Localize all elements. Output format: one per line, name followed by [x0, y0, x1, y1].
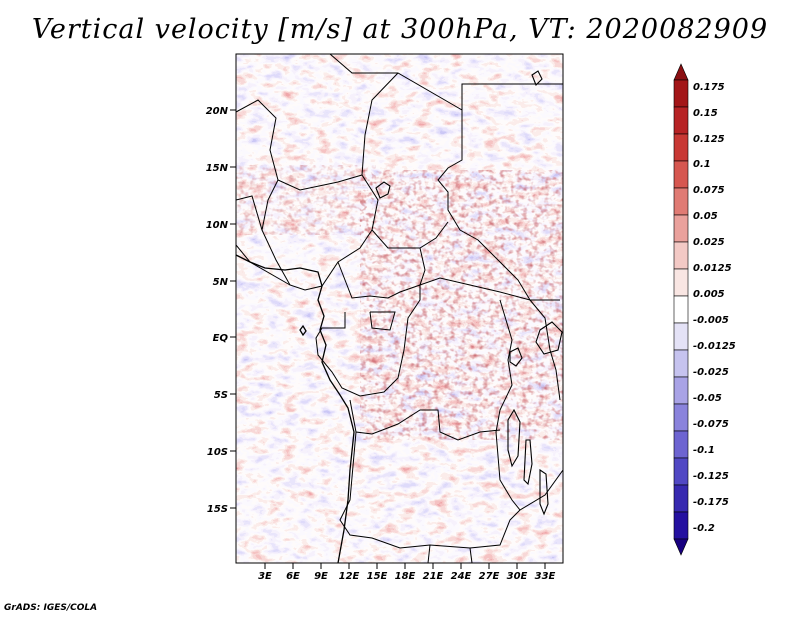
colorbar: 0.175 0.15 0.125 0.1 0.075 0.05 0.025 0.…: [673, 63, 736, 556]
lon-label: 6E: [286, 571, 300, 582]
longitude-axis: 3E 6E 9E 12E 15E 18E 21E 24E 27E 30E 33E: [258, 563, 556, 582]
lat-tick-eq: EQ: [213, 333, 236, 344]
lat-label: 5S: [214, 390, 228, 401]
colorbar-label: -0.2: [693, 523, 715, 534]
colorbar-label: 0.05: [693, 211, 718, 222]
colorbar-label: 0.15: [693, 108, 718, 119]
lat-label: 20N: [206, 106, 229, 117]
lat-tick-10n: 10N: [206, 220, 236, 231]
map-title: Vertical velocity [m/s] at 300hPa, VT: 2…: [31, 14, 769, 45]
colorbar-label: 0.025: [693, 237, 725, 248]
colorbar-swatch: [673, 268, 689, 297]
lon-tick-21e: 21E: [423, 563, 444, 582]
colorbar-label: 0.005: [693, 289, 725, 300]
lakes: [375, 70, 563, 516]
colorbar-label: -0.075: [693, 419, 729, 430]
lon-label: 9E: [314, 571, 328, 582]
colorbar-swatches: [673, 63, 689, 556]
colorbar-swatch: [673, 511, 689, 540]
colorbar-arrow-bottom: [673, 538, 689, 556]
lon-label: 27E: [479, 571, 500, 582]
lat-label: 10S: [207, 447, 228, 458]
colorbar-label: -0.1: [693, 445, 715, 456]
colorbar-swatch: [673, 403, 689, 432]
colorbar-label: 0.1: [693, 159, 711, 170]
colorbar-swatch: [673, 322, 689, 351]
lat-tick-10s: 10S: [207, 447, 236, 458]
lat-tick-20n: 20N: [206, 106, 236, 117]
lat-label: EQ: [213, 333, 229, 344]
colorbar-swatch: [673, 133, 689, 162]
colorbar-labels: 0.175 0.15 0.125 0.1 0.075 0.05 0.025 0.…: [693, 82, 736, 534]
colorbar-swatch: [673, 187, 689, 216]
lon-tick-6e: 6E: [286, 563, 300, 582]
vertical-velocity-field: [236, 54, 563, 563]
colorbar-label: -0.175: [693, 497, 729, 508]
lon-label: 33E: [535, 571, 556, 582]
lon-tick-12e: 12E: [339, 563, 360, 582]
lat-tick-5n: 5N: [213, 277, 236, 288]
lon-tick-15e: 15E: [367, 563, 388, 582]
colorbar-swatch: [673, 214, 689, 243]
colorbar-label: 0.125: [693, 134, 725, 145]
lat-label: 5N: [213, 277, 229, 288]
lat-label: 10N: [206, 220, 229, 231]
colorbar-swatch: [673, 430, 689, 459]
lat-tick-5s: 5S: [214, 390, 236, 401]
lon-tick-18e: 18E: [395, 563, 416, 582]
colorbar-swatch: [673, 457, 689, 486]
lat-label: 15N: [206, 163, 229, 174]
lon-label: 21E: [423, 571, 444, 582]
colorbar-swatch: [673, 79, 689, 108]
map-frame: [235, 53, 564, 564]
lon-label: 18E: [395, 571, 416, 582]
colorbar-arrow-top: [673, 63, 689, 81]
colorbar-label: -0.005: [693, 315, 729, 326]
lon-label: 15E: [367, 571, 388, 582]
lon-tick-30e: 30E: [507, 563, 528, 582]
colorbar-label: -0.025: [693, 367, 729, 378]
lat-tick-15s: 15S: [207, 504, 236, 515]
latitude-axis: 20N 15N 10N 5N EQ 5S 10S 15S: [206, 106, 236, 515]
lat-tick-15n: 15N: [206, 163, 236, 174]
lon-tick-24e: 24E: [451, 563, 472, 582]
colorbar-swatch: [673, 349, 689, 378]
lon-tick-33e: 33E: [535, 563, 556, 582]
coastline: [235, 254, 355, 564]
lon-label: 3E: [258, 571, 272, 582]
colorbar-swatch: [673, 295, 689, 324]
colorbar-swatch: [673, 484, 689, 513]
lon-tick-9e: 9E: [314, 563, 328, 582]
colorbar-swatch: [673, 241, 689, 270]
colorbar-label: -0.05: [693, 393, 722, 404]
colorbar-swatch: [673, 160, 689, 189]
lon-label: 30E: [507, 571, 528, 582]
colorbar-swatch: [673, 106, 689, 135]
lon-label: 12E: [339, 571, 360, 582]
lon-label: 24E: [451, 571, 472, 582]
colorbar-label: 0.075: [693, 185, 725, 196]
colorbar-label: 0.175: [693, 82, 725, 93]
colorbar-label: -0.125: [693, 471, 729, 482]
lat-label: 15S: [207, 504, 228, 515]
grads-credit: GrADS: IGES/COLA: [4, 603, 98, 613]
colorbar-label: 0.0125: [693, 263, 732, 274]
colorbar-label: -0.0125: [693, 341, 736, 352]
lon-tick-3e: 3E: [258, 563, 272, 582]
lon-tick-27e: 27E: [479, 563, 500, 582]
colorbar-swatch: [673, 376, 689, 405]
